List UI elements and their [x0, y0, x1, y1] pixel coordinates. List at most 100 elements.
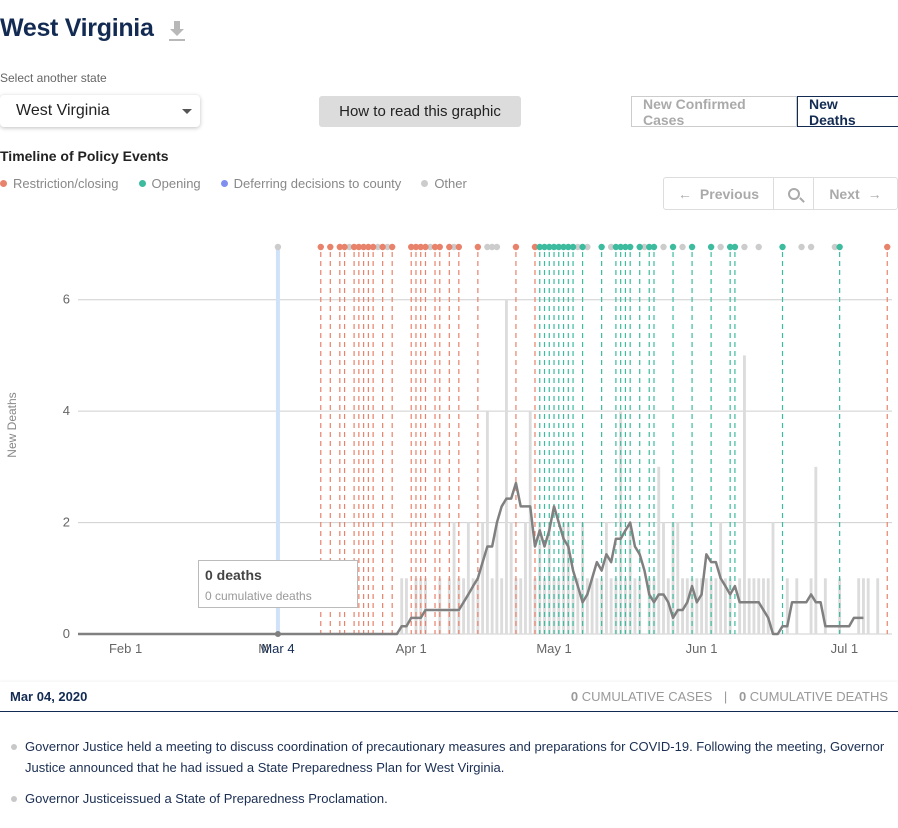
- restriction-event-dot: [379, 244, 385, 250]
- opening-event-dot: [779, 244, 785, 250]
- event-nav: ← Previous Next →: [663, 177, 898, 210]
- opening-event-dot: [670, 244, 676, 250]
- bar: [467, 523, 470, 634]
- x-tick-label: Apr 1: [396, 641, 427, 656]
- restriction-event-dot: [370, 244, 376, 250]
- page-title: West Virginia: [0, 14, 154, 43]
- restriction-event-dot: [475, 244, 481, 250]
- tooltip-deaths: 0 deaths: [205, 567, 351, 583]
- event-list: Governor Justice held a meeting to discu…: [10, 736, 890, 819]
- next-button[interactable]: Next →: [814, 178, 897, 209]
- bar: [610, 578, 613, 634]
- other-event-dot: [798, 244, 804, 250]
- x-tick-label: May 1: [536, 641, 571, 656]
- bar: [605, 523, 608, 634]
- previous-button[interactable]: ← Previous: [664, 178, 774, 209]
- legend-label: Deferring decisions to county: [234, 176, 402, 191]
- restriction-event-dot: [513, 244, 519, 250]
- legend-dot-icon: [139, 180, 146, 187]
- how-to-read-button[interactable]: How to read this graphic: [319, 96, 521, 127]
- restriction-event-dot: [437, 244, 443, 250]
- bar: [595, 578, 598, 634]
- tooltip-cumulative: 0 cumulative deaths: [205, 589, 351, 603]
- bar: [795, 578, 798, 634]
- search-icon: [788, 188, 800, 200]
- bar: [810, 578, 813, 634]
- bar: [876, 578, 879, 634]
- download-icon[interactable]: [168, 20, 186, 42]
- bar: [748, 578, 751, 634]
- legend-dot-icon: [221, 180, 228, 187]
- bar: [500, 578, 503, 634]
- bar: [705, 578, 708, 634]
- bar: [486, 411, 489, 634]
- bar: [857, 578, 860, 634]
- legend-dot-icon: [421, 180, 428, 187]
- restriction-event-dot: [389, 244, 395, 250]
- legend-label: Other: [434, 176, 467, 191]
- legend-label: Restriction/closing: [13, 176, 119, 191]
- opening-event-dot: [651, 244, 657, 250]
- legend-item: Restriction/closing: [0, 176, 119, 191]
- timeline-title: Timeline of Policy Events: [0, 148, 169, 164]
- bar: [591, 578, 594, 634]
- bar: [491, 578, 494, 634]
- opening-event-dot: [836, 244, 842, 250]
- bar: [676, 523, 679, 634]
- other-event-dot: [741, 244, 747, 250]
- restriction-event-dot: [327, 244, 333, 250]
- event-item: Governor Justice held a meeting to discu…: [10, 736, 890, 778]
- state-select-value: West Virginia: [16, 102, 110, 120]
- restriction-event-dot: [318, 244, 324, 250]
- opening-event-dot: [598, 244, 604, 250]
- other-event-dot: [717, 244, 723, 250]
- cumulative-deaths-value: 0: [739, 689, 746, 704]
- previous-label: Previous: [700, 186, 759, 202]
- bar: [714, 578, 717, 634]
- opening-event-dot: [627, 244, 633, 250]
- next-label: Next: [829, 186, 859, 202]
- other-event-dot: [494, 244, 500, 250]
- bar: [481, 523, 484, 634]
- event-item: Governor Justiceissued a State of Prepar…: [10, 788, 890, 809]
- opening-event-dot: [579, 244, 585, 250]
- header: West Virginia: [0, 14, 186, 43]
- info-bar: Mar 04, 2020 0 CUMULATIVE CASES | 0 CUMU…: [0, 682, 898, 712]
- deaths-chart: 0 2 4 6 New Deaths Feb 1 M Apr 1 May 1 Jun 1 Jul 1…: [0, 230, 898, 665]
- new-confirmed-cases-button[interactable]: New Confirmed Cases: [631, 96, 797, 127]
- bar: [657, 467, 660, 634]
- x-tick-label: Jul 1: [831, 641, 858, 656]
- bar: [772, 523, 775, 634]
- bar: [867, 578, 870, 634]
- metric-toggle: New Confirmed Cases New Deaths: [631, 96, 898, 127]
- y-tick-label: 2: [63, 515, 70, 530]
- bar: [505, 300, 508, 634]
- legend-label: Opening: [152, 176, 201, 191]
- opening-event-dot: [570, 244, 576, 250]
- opening-event-dot: [708, 244, 714, 250]
- cumulative-deaths-label: CUMULATIVE DEATHS: [750, 689, 888, 704]
- search-button[interactable]: [774, 178, 814, 209]
- x-tick-label: Jun 1: [686, 641, 718, 656]
- restriction-event-dot: [341, 244, 347, 250]
- selected-point: [275, 631, 281, 637]
- legend-item: Opening: [139, 176, 201, 191]
- bar: [743, 355, 746, 634]
- arrow-right-icon: →: [868, 186, 882, 202]
- new-deaths-button[interactable]: New Deaths: [797, 96, 898, 127]
- restriction-event-dot: [422, 244, 428, 250]
- bar: [495, 523, 498, 634]
- bar: [695, 578, 698, 634]
- legend-dot-icon: [0, 180, 7, 187]
- bar: [753, 578, 756, 634]
- y-tick-label: 4: [63, 403, 70, 418]
- state-select[interactable]: West Virginia: [0, 95, 200, 127]
- restriction-event-dot: [446, 244, 452, 250]
- cumulative-summary: 0 CUMULATIVE CASES | 0 CUMULATIVE DEATHS: [571, 689, 888, 704]
- other-event-dot: [679, 244, 685, 250]
- policy-legend: Restriction/closing Opening Deferring deci…: [0, 176, 467, 191]
- bar: [510, 523, 513, 634]
- y-axis-label: New Deaths: [5, 392, 19, 457]
- y-tick-label: 6: [63, 292, 70, 307]
- bar: [738, 578, 741, 634]
